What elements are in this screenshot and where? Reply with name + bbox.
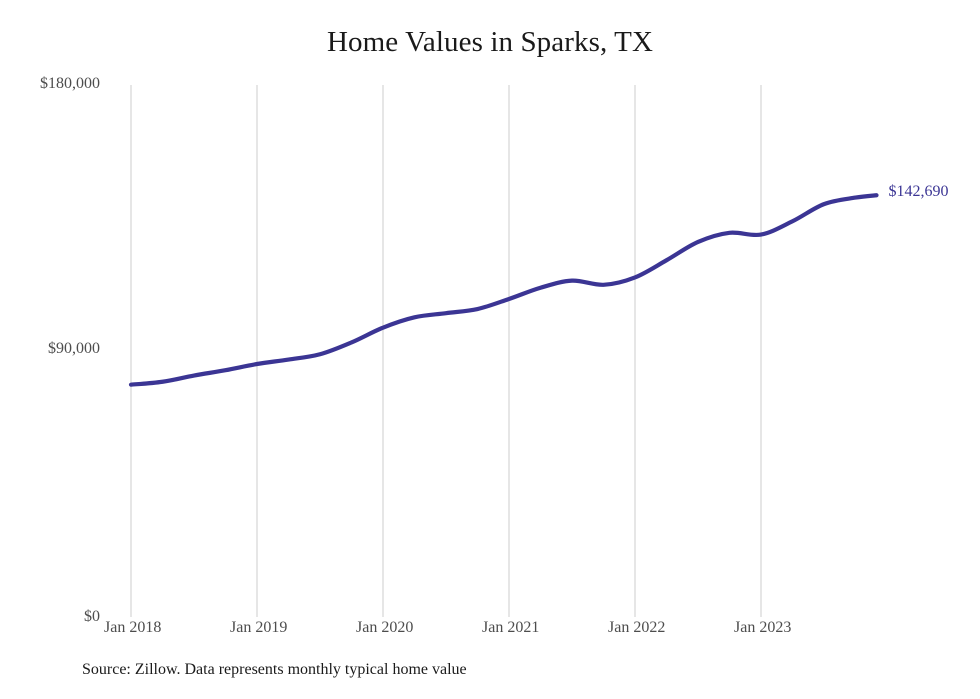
xtick-label-jan-2021: Jan 2021 xyxy=(482,619,540,636)
xtick-label-jan-2023: Jan 2023 xyxy=(734,619,792,636)
xtick-label-jan-2019: Jan 2019 xyxy=(230,619,288,636)
page-title: Home Values in Sparks, TX xyxy=(326,26,654,58)
xtick-label-jan-2020: Jan 2020 xyxy=(356,619,414,636)
ytick-label-180000: $180,000 xyxy=(40,75,100,92)
gridline-group xyxy=(130,85,762,617)
ytick-label-0: $0 xyxy=(84,608,100,625)
end-value-annotation: $142,690 xyxy=(888,183,949,201)
xtick-label-jan-2022: Jan 2022 xyxy=(608,619,666,636)
source-note: Source: Zillow. Data represents monthly … xyxy=(82,661,467,678)
xtick-label-jan-2018: Jan 2018 xyxy=(104,619,162,636)
home-value-line xyxy=(128,193,879,387)
ytick-label-90000: $90,000 xyxy=(48,340,100,357)
